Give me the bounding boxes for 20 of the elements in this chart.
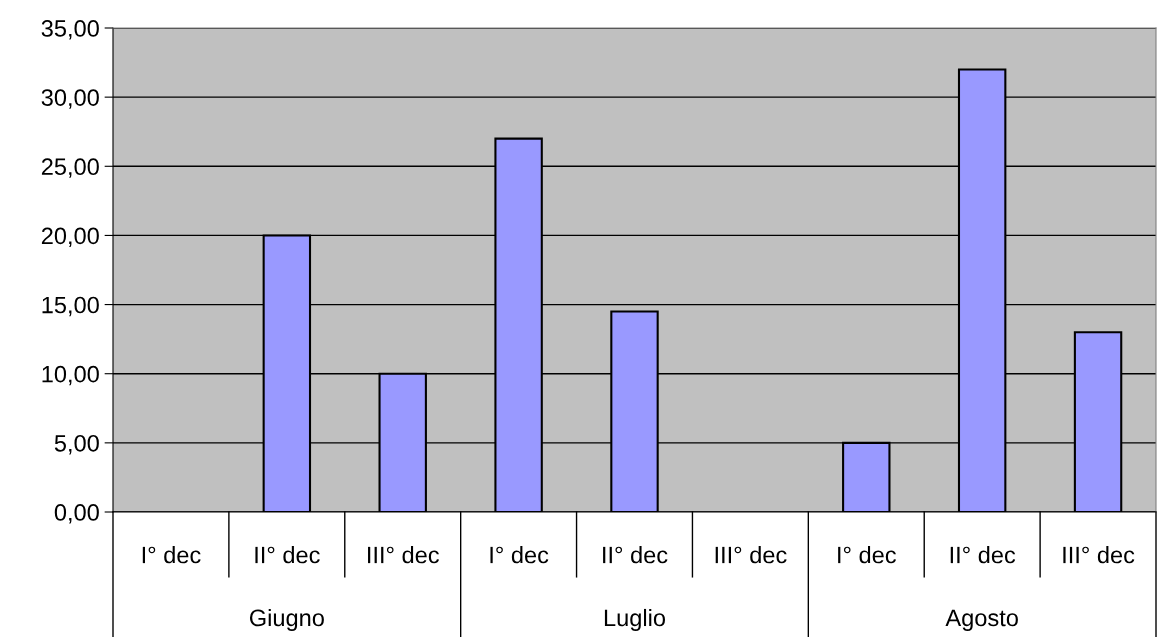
y-tick-label: 10,00: [42, 365, 99, 386]
x-tick-label: III° dec: [1063, 546, 1135, 564]
text: Agosto: [945, 609, 1018, 631]
x-tick-label: I° dec: [490, 546, 549, 564]
x-tick-label: III° dec: [715, 546, 787, 564]
x-tick-label: I° dec: [142, 546, 201, 564]
y-tick-label: 15,00: [42, 296, 99, 317]
x-tick-label: I° dec: [838, 546, 896, 564]
x-tick-label: II° dec: [255, 546, 320, 564]
y-tick-label: 35,00: [41, 20, 99, 40]
text: Giugno: [249, 608, 324, 631]
x-tick-label: II° dec: [950, 546, 1016, 564]
x-tick-label: II° dec: [603, 546, 668, 564]
y-tick-label: 30,00: [41, 89, 99, 109]
text: Luglio: [604, 608, 666, 631]
y-tick-label: 20,00: [41, 227, 99, 248]
y-tick-label: 5,00: [54, 434, 99, 455]
x-tick-label: III° dec: [368, 546, 439, 564]
y-tick-label: 25,00: [41, 158, 99, 178]
y-tick-label: 0,00: [54, 504, 99, 524]
